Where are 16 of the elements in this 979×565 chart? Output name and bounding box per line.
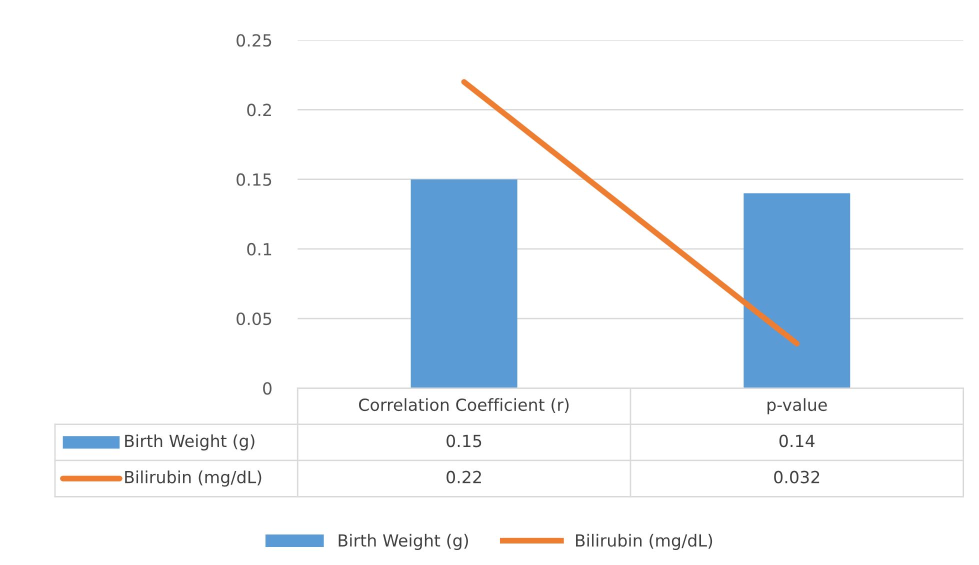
y-tick-label: 0.2 bbox=[247, 104, 271, 116]
y-tick-label: 0.15 bbox=[236, 173, 272, 186]
x-tick-label: Correlation Coefficient (r) bbox=[359, 398, 569, 414]
legend-label: Birth Weight (g) bbox=[338, 534, 468, 550]
legend-label: Bilirubin (mg/dL) bbox=[576, 534, 712, 550]
data-label: 0.14 bbox=[779, 434, 815, 448]
text: Birth Weight (g) bbox=[125, 434, 254, 450]
y-tick-label: 0 bbox=[263, 382, 272, 395]
data-label: 0.032 bbox=[774, 470, 820, 484]
y-tick-label: 0.25 bbox=[236, 34, 272, 47]
y-tick-label: 0.05 bbox=[236, 312, 272, 326]
x-tick-label: p-value bbox=[768, 398, 827, 414]
data-label: 0.22 bbox=[446, 470, 481, 484]
data-label: 0.15 bbox=[446, 434, 482, 448]
y-tick-label: 0.1 bbox=[247, 242, 272, 256]
text: Bilirubin (mg/dL) bbox=[125, 470, 262, 487]
